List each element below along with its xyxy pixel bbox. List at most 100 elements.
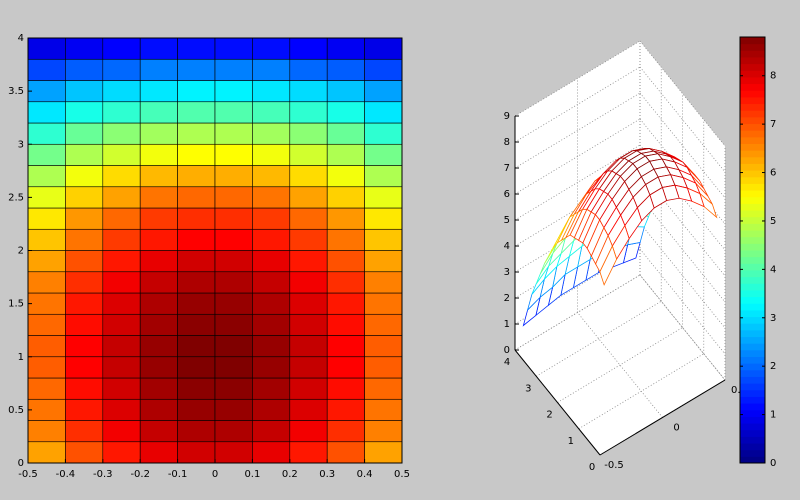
cell	[27, 420, 66, 443]
colorbar-step	[740, 136, 765, 144]
cell	[252, 37, 291, 60]
grid-line	[514, 66, 641, 143]
cell	[139, 228, 178, 251]
cell	[139, 101, 178, 124]
grid-line	[536, 300, 662, 377]
z-tick-label: 1	[504, 319, 510, 330]
cell	[364, 228, 403, 251]
cell	[139, 313, 178, 336]
cell	[326, 143, 365, 166]
colorbar-step	[740, 190, 765, 198]
cell	[27, 356, 66, 379]
cell	[139, 292, 178, 315]
cell	[139, 398, 178, 421]
cell	[252, 186, 291, 209]
cell	[252, 207, 291, 230]
cell	[27, 398, 66, 421]
cell	[177, 335, 216, 358]
cell	[102, 271, 141, 294]
cell	[326, 420, 365, 443]
colorbar-step	[740, 110, 765, 118]
cell	[102, 420, 141, 443]
cell	[177, 441, 216, 464]
colorbar-step	[740, 396, 765, 404]
cell	[65, 250, 104, 273]
cell	[139, 441, 178, 464]
cell	[326, 313, 365, 336]
mesh-cell	[599, 245, 618, 286]
cell	[252, 101, 291, 124]
cell	[177, 313, 216, 336]
cell	[177, 37, 216, 60]
cell	[252, 313, 291, 336]
cell	[102, 292, 141, 315]
cell	[102, 122, 141, 145]
cell	[289, 335, 328, 358]
cell	[177, 292, 216, 315]
cell	[27, 165, 66, 188]
cell	[214, 441, 253, 464]
cell	[364, 207, 403, 230]
cell	[65, 377, 104, 400]
cell	[177, 122, 216, 145]
cell	[27, 271, 66, 294]
colorbar-step	[740, 37, 765, 45]
y-axis	[514, 349, 601, 456]
colorbar-step	[740, 369, 765, 377]
cell	[214, 292, 253, 315]
cell	[364, 250, 403, 273]
cell	[326, 101, 365, 124]
cell	[289, 122, 328, 145]
cell	[252, 165, 291, 188]
cell	[326, 398, 365, 421]
cell	[252, 377, 291, 400]
cell	[65, 207, 104, 230]
cell	[364, 335, 403, 358]
cell	[65, 398, 104, 421]
cell	[65, 271, 104, 294]
colorbar-step	[740, 256, 765, 264]
cell	[364, 101, 403, 124]
cell	[214, 207, 253, 230]
cell	[214, 420, 253, 443]
cell	[214, 37, 253, 60]
colorbar-step	[740, 363, 765, 371]
cell	[139, 143, 178, 166]
cell	[326, 165, 365, 188]
cell	[289, 101, 328, 124]
colorbar-step	[740, 196, 765, 204]
z-tick-label: 6	[504, 189, 510, 200]
cell	[214, 80, 253, 103]
cell	[102, 186, 141, 209]
x-tick-label: 0.5	[731, 385, 747, 396]
cell	[326, 80, 365, 103]
cell	[214, 165, 253, 188]
cell	[177, 420, 216, 443]
cell	[27, 143, 66, 166]
cell	[289, 441, 328, 464]
cell	[177, 398, 216, 421]
colorbar-step	[740, 323, 765, 331]
colorbar-step	[740, 230, 765, 238]
colorbar-step	[740, 423, 765, 431]
cell	[65, 441, 104, 464]
cell	[27, 228, 66, 251]
cell	[364, 186, 403, 209]
colorbar-step	[740, 150, 765, 158]
colorbar-step	[740, 123, 765, 131]
cell	[27, 58, 66, 81]
z-tick-label: 3	[504, 267, 510, 278]
x-axis	[599, 379, 726, 456]
cell	[214, 143, 253, 166]
colorbar-step	[740, 76, 765, 85]
cell	[326, 335, 365, 358]
grid-line	[514, 118, 641, 195]
cell	[27, 122, 66, 145]
cell	[289, 313, 328, 336]
cell	[252, 58, 291, 81]
z-tick-label: 7	[504, 163, 510, 174]
cell	[102, 398, 141, 421]
cell	[102, 80, 141, 103]
colorbar-tick-label: 4	[770, 264, 776, 275]
colorbar-step	[740, 130, 765, 138]
